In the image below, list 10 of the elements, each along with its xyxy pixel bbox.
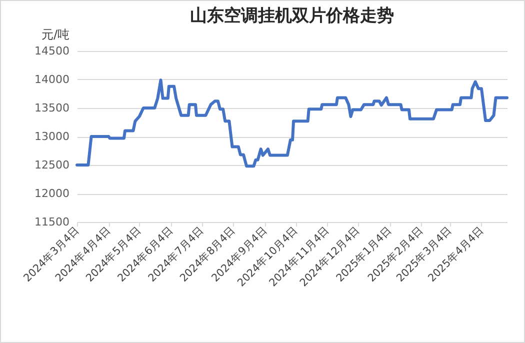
y-tick-label: 11500	[34, 216, 70, 228]
y-tick-label: 14500	[34, 44, 70, 58]
y-tick-label: 13500	[34, 102, 70, 114]
y-tick-label: 12000	[34, 187, 70, 200]
chart-title: 山东空调挂机双片价格走势	[190, 6, 394, 26]
y-tick-label: 12500	[34, 158, 70, 172]
y-tick-label: 13000	[34, 130, 70, 143]
y-axis-title: 元/吨	[41, 28, 70, 42]
line-series	[76, 78, 508, 168]
y-tick-label: 14000	[34, 73, 70, 86]
